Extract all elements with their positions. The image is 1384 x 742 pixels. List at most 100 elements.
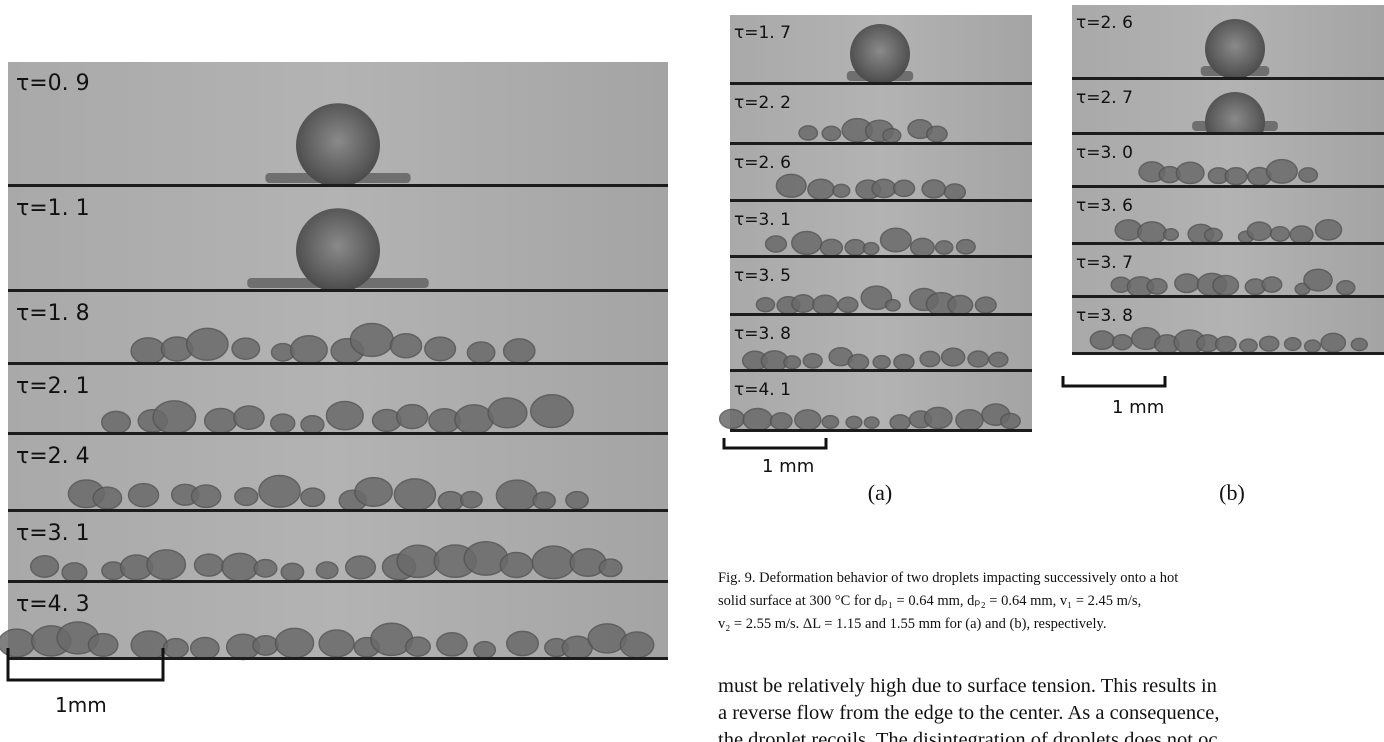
splat-bead <box>1239 338 1258 354</box>
splat-bead <box>769 412 793 431</box>
splat-bead <box>923 406 953 430</box>
image-panel: τ=1. 7 τ=2. 2 τ=2. 6 τ=3. 1 τ=3. 5 τ=3. 8 τ=4.… <box>718 15 1032 432</box>
splat-bead <box>879 227 912 253</box>
splat-bead <box>821 414 840 429</box>
splat-bead <box>300 415 325 435</box>
splat-bead <box>832 183 851 198</box>
splat-bead <box>819 238 844 257</box>
splat-bead <box>1320 332 1347 353</box>
splat-bead <box>884 298 901 312</box>
splat-bead <box>0 628 36 658</box>
surface-line <box>730 313 1032 316</box>
splat-bead <box>1350 337 1368 352</box>
splat-bead <box>1162 228 1180 241</box>
splat-bead <box>130 337 166 365</box>
splat-bead <box>87 632 119 657</box>
splat-bead <box>258 474 301 508</box>
image-panel: τ=0. 9 τ=1. 1 τ=1. 8 τ=2. 1 τ=2. 4 τ=3. 1 τ=4.… <box>0 62 668 661</box>
surface-line <box>1072 132 1384 135</box>
splat-bead <box>396 544 440 579</box>
splat-bead <box>506 630 539 657</box>
splat-bead <box>466 341 496 364</box>
surface-line <box>730 255 1032 258</box>
splat-bead <box>389 332 423 359</box>
splat-bead <box>1146 277 1168 295</box>
splat-bead <box>1303 268 1333 292</box>
splat-bead <box>127 482 160 508</box>
splat-bead <box>404 636 431 657</box>
splat-bead <box>889 414 911 431</box>
splat-bead <box>152 400 197 435</box>
splat-bead <box>325 400 364 431</box>
splat-bead <box>253 558 278 578</box>
droplet <box>850 24 910 84</box>
time-label: τ=2. 4 <box>16 444 90 469</box>
splat-bead <box>943 183 967 201</box>
scale-bar <box>1061 376 1167 388</box>
body-text: the droplet recoils. The disintegration … <box>718 729 1217 742</box>
image-panel: τ=2. 6 τ=2. 7 τ=3. 0 τ=3. 6 τ=3. 7 τ=3. 8 <box>1072 5 1384 355</box>
time-label: τ=1. 8 <box>16 301 90 326</box>
splat-bead <box>190 636 220 660</box>
surface-line <box>1072 77 1384 80</box>
splat-bead <box>190 484 222 509</box>
droplet <box>296 103 380 188</box>
splat-bead <box>821 125 842 142</box>
surface-line <box>8 289 668 292</box>
surface-line <box>1072 295 1384 298</box>
scale-label: 1 mm <box>762 456 814 477</box>
time-label: τ=3. 0 <box>1076 143 1133 163</box>
splat-bead <box>499 551 534 579</box>
surface-line <box>730 142 1032 145</box>
splat-bead <box>1175 161 1205 185</box>
splat-bead <box>1283 337 1302 352</box>
splat-bead <box>1314 218 1343 241</box>
splat-bead <box>1335 280 1356 296</box>
splat-bead <box>502 338 536 364</box>
body-text: a reverse flow from the edge to the cent… <box>718 702 1219 724</box>
splat-bead <box>318 629 355 658</box>
splat-bead <box>1261 276 1283 293</box>
splat-bead <box>300 487 326 508</box>
splat-bead <box>791 294 816 313</box>
splat-bead <box>955 238 976 255</box>
time-label: τ=3. 8 <box>1076 306 1133 326</box>
splat-bead <box>847 353 870 371</box>
surface-line <box>1072 185 1384 188</box>
splat-bead <box>881 127 902 144</box>
time-label: τ=3. 5 <box>734 266 791 286</box>
droplet <box>296 208 380 293</box>
scale-label: 1mm <box>55 693 107 717</box>
splat-bead <box>436 631 468 657</box>
splat-bead <box>955 409 984 432</box>
splat-bead <box>1089 330 1115 351</box>
splat-bead <box>424 336 457 362</box>
surface-line <box>730 369 1032 372</box>
surface-line <box>8 580 668 583</box>
splat-bead <box>529 394 574 429</box>
splat-bead <box>755 296 776 313</box>
time-label: τ=3. 8 <box>734 324 791 344</box>
surface-line <box>730 199 1032 202</box>
splat-bead <box>395 403 429 430</box>
time-label: τ=2. 6 <box>734 153 791 173</box>
splat-bead <box>798 125 819 141</box>
splat-bead <box>764 235 788 253</box>
scale-bar <box>6 648 165 682</box>
splat-bead <box>349 322 394 358</box>
splat-bead <box>775 173 807 198</box>
splat-bead <box>921 179 947 199</box>
time-label: τ=3. 6 <box>1076 196 1133 216</box>
splat-bead <box>315 561 339 580</box>
splat-bead <box>393 478 437 512</box>
splat-bead <box>791 230 823 256</box>
time-label: τ=2. 7 <box>1076 88 1133 108</box>
splat-bead <box>1224 167 1248 186</box>
splat-bead <box>1289 225 1314 245</box>
splat-bead <box>1265 158 1298 184</box>
splat-bead <box>974 296 997 314</box>
time-label: τ=2. 2 <box>734 93 791 113</box>
splat-bead <box>495 479 538 513</box>
splat-bead <box>565 490 589 510</box>
